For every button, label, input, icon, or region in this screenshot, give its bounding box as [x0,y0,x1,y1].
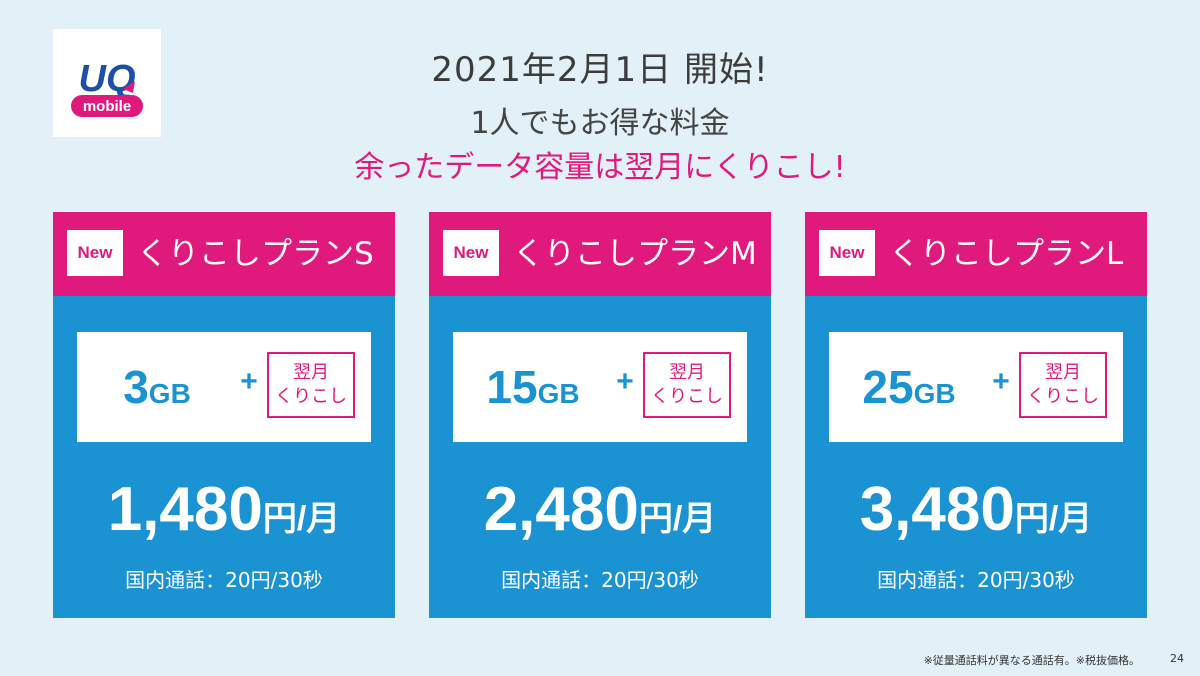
monthly-price: 3,480円/月 [805,474,1147,545]
data-allowance-box: 15GB + 翌月 くりこし [453,332,747,442]
price-number: 2,480 [483,475,639,544]
plan-name: くりこしプランS [137,236,374,272]
carryover-line1: 翌月 [293,362,329,383]
page-tagline: 余ったデータ容量は翌月にくりこし! [354,150,846,185]
plan-header: New くりこしプランL [805,212,1147,296]
page-subtitle: 1人でもお得な料金 [470,106,730,141]
plan-header: New くりこしプランS [53,212,395,296]
call-rate: 国内通話：20円/30秒 [125,568,323,592]
carryover-line2: くりこし [1027,386,1099,407]
page-number: 24 [1170,652,1184,665]
plan-header: New くりこしプランM [429,212,771,296]
data-amount-number: 15 [486,361,538,413]
price-number: 3,480 [859,475,1015,544]
plus-sign: + [992,365,1010,398]
carryover-line2: くりこし [651,386,723,407]
plan-name: くりこしプランL [889,236,1124,272]
data-amount-unit: GB [537,378,580,409]
monthly-price: 2,480円/月 [429,474,771,545]
uq-mobile-logo: UQ mobile [53,29,161,137]
data-amount-unit: GB [913,378,956,409]
carryover-line2: くりこし [275,386,347,407]
data-amount: 3GB [77,360,237,414]
carryover-line1: 翌月 [1045,362,1081,383]
price-unit: 円/月 [262,500,341,538]
plus-sign: + [616,365,634,398]
price-unit: 円/月 [638,500,717,538]
uq-mobile-logo-graphic: UQ mobile [71,58,143,117]
footnote: ※従量通話料が異なる通話有。※税抜価格。 [923,654,1140,667]
carryover-line1: 翌月 [669,362,705,383]
plus-sign: + [240,365,258,398]
data-allowance-box: 3GB + 翌月 くりこし [77,332,371,442]
page-title: 2021年2月1日 開始! [431,50,769,90]
price-unit: 円/月 [1014,500,1093,538]
call-rate: 国内通話：20円/30秒 [877,568,1075,592]
call-rate: 国内通話：20円/30秒 [501,568,699,592]
svg-text:mobile: mobile [83,98,131,115]
plan-name: くりこしプランM [513,236,757,272]
carryover-box: 翌月 くりこし [643,352,731,418]
svg-text:UQ: UQ [79,58,136,100]
data-amount: 15GB [453,360,613,414]
plan-card-m: New くりこしプランM 15GB + 翌月 くりこし 2,480円/月 国内通… [429,212,771,618]
carryover-box: 翌月 くりこし [267,352,355,418]
data-amount: 25GB [829,360,989,414]
data-amount-number: 25 [862,361,914,413]
data-allowance-box: 25GB + 翌月 くりこし [829,332,1123,442]
monthly-price: 1,480円/月 [53,474,395,545]
new-badge: New [819,230,875,276]
carryover-box: 翌月 くりこし [1019,352,1107,418]
data-amount-unit: GB [148,378,191,409]
new-badge: New [443,230,499,276]
price-number: 1,480 [107,475,263,544]
plan-card-l: New くりこしプランL 25GB + 翌月 くりこし 3,480円/月 国内通… [805,212,1147,618]
plan-card-s: New くりこしプランS 3GB + 翌月 くりこし 1,480円/月 国内通話… [53,212,395,618]
data-amount-number: 3 [123,361,149,413]
new-badge: New [67,230,123,276]
